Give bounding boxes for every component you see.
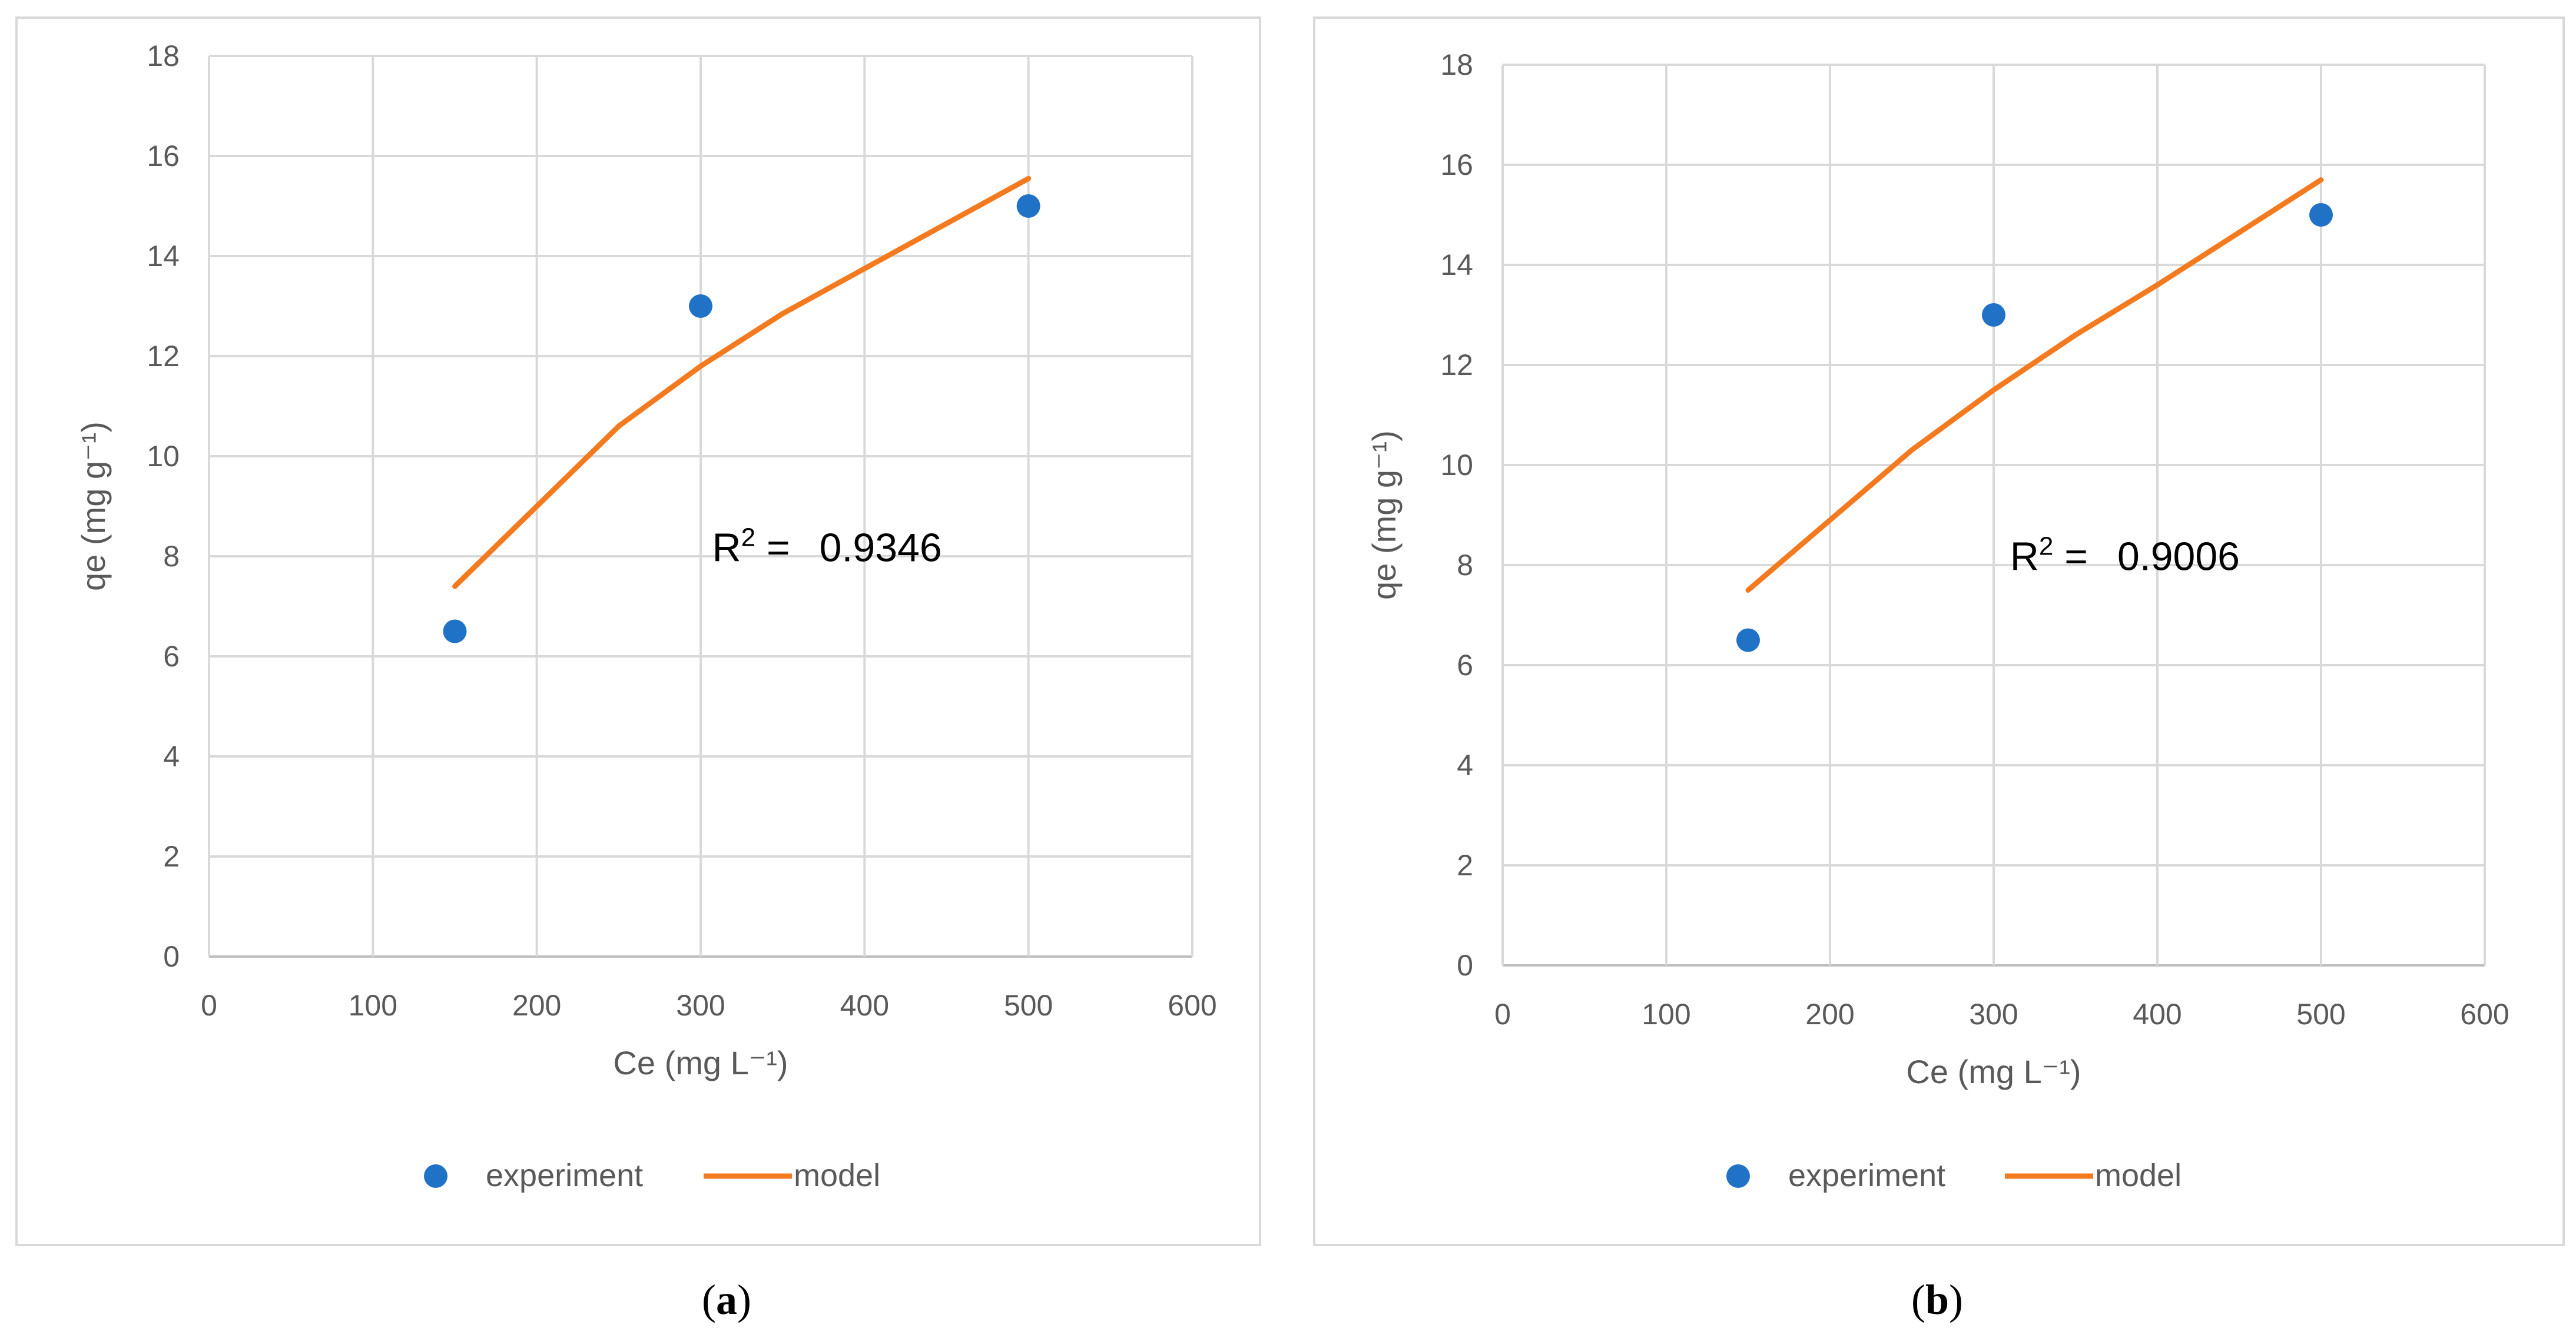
x-axis-title: Ce (mg L⁻¹) <box>1906 1053 2081 1090</box>
r2-superscript: 2 <box>741 523 755 552</box>
panel-label: (b) <box>1911 1276 1963 1323</box>
x-tick-label: 100 <box>349 989 397 1022</box>
r2-equals: = <box>755 526 790 570</box>
panel-label-part: ( <box>1911 1276 1925 1323</box>
x-tick-label: 400 <box>2133 998 2182 1031</box>
x-tick-label: 200 <box>1805 998 1854 1031</box>
x-tick-label: 500 <box>1004 989 1053 1022</box>
r2-symbol: R <box>2010 534 2039 579</box>
y-tick-label: 16 <box>1440 148 1473 181</box>
y-tick-label: 2 <box>1457 849 1473 882</box>
x-tick-label: 0 <box>201 989 217 1022</box>
r2-value: 0.9006 <box>2117 534 2240 579</box>
y-tick-label: 16 <box>147 140 180 172</box>
y-tick-label: 6 <box>1457 649 1473 682</box>
legend-model-label: model <box>794 1158 880 1193</box>
r-squared-annotation: R2 = 0.9346 <box>712 523 941 570</box>
x-tick-label: 500 <box>2296 998 2345 1031</box>
x-tick-label: 300 <box>676 989 725 1022</box>
r2-value: 0.9346 <box>820 526 942 570</box>
experiment-point <box>443 619 467 643</box>
experiment-point <box>2309 203 2333 227</box>
y-axis-title: qe (mg g⁻¹) <box>1365 430 1403 600</box>
experiment-point <box>1736 628 1760 652</box>
panel-label-part: a <box>716 1276 737 1323</box>
panel-label-part: ) <box>1949 1276 1963 1323</box>
x-axis-title: Ce (mg L⁻¹) <box>613 1044 788 1081</box>
x-tick-label: 0 <box>1494 998 1511 1031</box>
y-tick-label: 12 <box>147 340 180 373</box>
chart-frame-a <box>15 16 1261 1246</box>
panel-label-part: b <box>1925 1276 1949 1323</box>
x-tick-label: 300 <box>1969 998 2018 1031</box>
r2-symbol: R <box>712 526 741 570</box>
y-tick-label: 4 <box>1457 749 1473 782</box>
experiment-point <box>1016 194 1040 218</box>
panel-label: (a) <box>702 1276 751 1323</box>
y-tick-label: 18 <box>147 39 180 72</box>
panel-label-part: ) <box>737 1276 751 1323</box>
chart-a: 0 2 4 6 8 10 12 14 16 18 0 100 200 300 400 500 600 Ce (mg… <box>75 39 1217 1323</box>
model-line <box>452 175 1032 589</box>
y-tick-label: 10 <box>147 440 180 473</box>
y-tick-label: 14 <box>147 240 180 273</box>
x-tick-label: 100 <box>1642 998 1690 1031</box>
y-tick-label: 18 <box>1440 48 1473 81</box>
x-tick-label: 600 <box>2460 998 2509 1031</box>
legend-experiment-label: experiment <box>486 1158 643 1193</box>
chart-b: 0 2 4 6 8 10 12 14 16 18 0 100 200 300 400 500 600 Ce (mg… <box>1365 48 2509 1323</box>
x-tick-label: 200 <box>512 989 561 1022</box>
y-tick-label: 6 <box>163 640 180 673</box>
panel-label-part: ( <box>702 1276 716 1323</box>
legend-experiment-marker <box>424 1164 447 1188</box>
legend-experiment-label: experiment <box>1788 1158 1945 1193</box>
experiment-point <box>689 294 712 318</box>
y-tick-label: 4 <box>163 740 180 773</box>
y-tick-label: 2 <box>163 840 180 873</box>
model-line <box>1745 177 2324 593</box>
y-tick-label: 8 <box>163 540 180 573</box>
r2-equals: = <box>2053 534 2088 579</box>
y-tick-label: 10 <box>1440 449 1473 482</box>
chart-frame-b <box>1313 16 2565 1246</box>
y-tick-label: 0 <box>1457 949 1473 982</box>
x-tick-label: 400 <box>840 989 889 1022</box>
x-tick-label: 600 <box>1168 989 1216 1022</box>
legend-model-label: model <box>2095 1158 2182 1193</box>
y-tick-label: 14 <box>1440 248 1473 281</box>
y-tick-label: 12 <box>1440 348 1473 381</box>
y-tick-label: 0 <box>163 940 180 973</box>
legend-experiment-marker <box>1726 1164 1750 1188</box>
experiment-point <box>1982 303 2005 327</box>
y-axis-title: qe (mg g⁻¹) <box>75 421 112 591</box>
r2-superscript: 2 <box>2039 532 2053 561</box>
y-tick-label: 8 <box>1457 549 1473 582</box>
r-squared-annotation: R2 = 0.9006 <box>2010 532 2240 579</box>
